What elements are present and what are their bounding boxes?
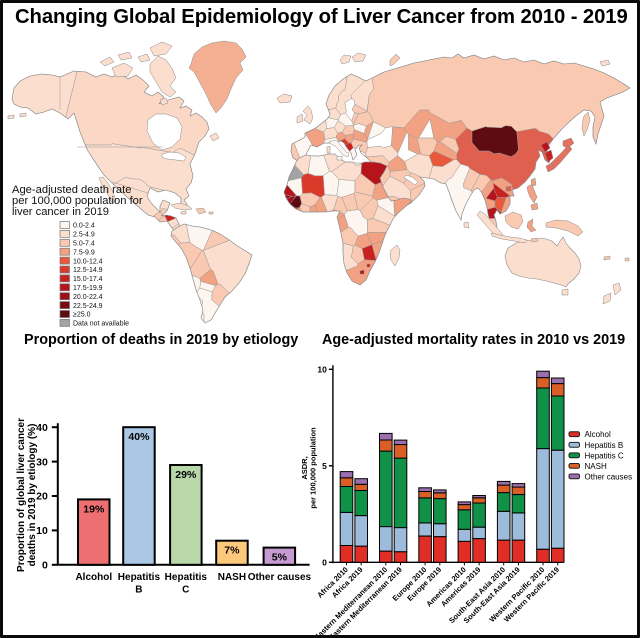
svg-text:10: 10 xyxy=(36,525,48,537)
svg-text:0: 0 xyxy=(322,557,327,567)
svg-text:20: 20 xyxy=(36,491,48,503)
svg-text:40: 40 xyxy=(36,422,48,434)
svg-text:ASDR,: ASDR, xyxy=(300,456,309,479)
svg-text:per 100,000 population for: per 100,000 population for xyxy=(12,195,143,207)
svg-text:10: 10 xyxy=(317,364,327,374)
svg-text:40%: 40% xyxy=(128,431,150,443)
svg-text:C: C xyxy=(182,584,189,595)
svg-text:30: 30 xyxy=(36,456,48,468)
svg-text:17.5-19.9: 17.5-19.9 xyxy=(73,285,103,292)
svg-text:B: B xyxy=(135,584,142,595)
svg-text:Alcohol: Alcohol xyxy=(75,572,112,583)
svg-text:7%: 7% xyxy=(224,545,240,557)
svg-text:Proportion of global liver can: Proportion of global liver cancer xyxy=(16,418,27,572)
svg-text:12.5-14.9: 12.5-14.9 xyxy=(73,267,103,274)
svg-text:NASH: NASH xyxy=(585,462,607,471)
svg-text:15.0-17.4: 15.0-17.4 xyxy=(73,276,103,283)
svg-text:5: 5 xyxy=(322,461,327,471)
svg-text:Other causes: Other causes xyxy=(248,572,312,583)
svg-text:≥25.0: ≥25.0 xyxy=(73,312,91,319)
svg-text:Hepatitis: Hepatitis xyxy=(165,572,208,583)
svg-text:19%: 19% xyxy=(83,503,105,515)
svg-text:5.0-7.4: 5.0-7.4 xyxy=(73,241,95,248)
svg-text:20.0-22.4: 20.0-22.4 xyxy=(73,294,103,301)
svg-text:Hepatitis B: Hepatitis B xyxy=(585,441,624,450)
svg-text:29%: 29% xyxy=(175,469,197,481)
svg-text:deaths in 2019 by etiology (%): deaths in 2019 by etiology (%) xyxy=(27,424,38,567)
svg-text:liver cancer in 2019: liver cancer in 2019 xyxy=(12,206,109,218)
svg-text:per 100,000 population: per 100,000 population xyxy=(309,427,318,509)
svg-text:10.0-12.4: 10.0-12.4 xyxy=(73,258,103,265)
svg-text:0.0-2.4: 0.0-2.4 xyxy=(73,223,95,230)
svg-text:22.5-24.9: 22.5-24.9 xyxy=(73,303,103,310)
svg-text:5%: 5% xyxy=(272,552,288,564)
svg-text:Age-adjusted death rate: Age-adjusted death rate xyxy=(12,184,131,196)
svg-text:NASH: NASH xyxy=(218,572,246,583)
svg-text:Data not available: Data not available xyxy=(73,321,129,328)
svg-text:Hepatitis: Hepatitis xyxy=(118,572,161,583)
svg-text:2.5-4.9: 2.5-4.9 xyxy=(73,232,95,239)
svg-text:7.5-9.9: 7.5-9.9 xyxy=(73,249,95,256)
svg-text:0: 0 xyxy=(42,560,48,572)
svg-text:Hepatitis C: Hepatitis C xyxy=(585,451,624,460)
svg-text:Alcohol: Alcohol xyxy=(585,430,611,439)
svg-text:Other causes: Other causes xyxy=(585,472,633,481)
